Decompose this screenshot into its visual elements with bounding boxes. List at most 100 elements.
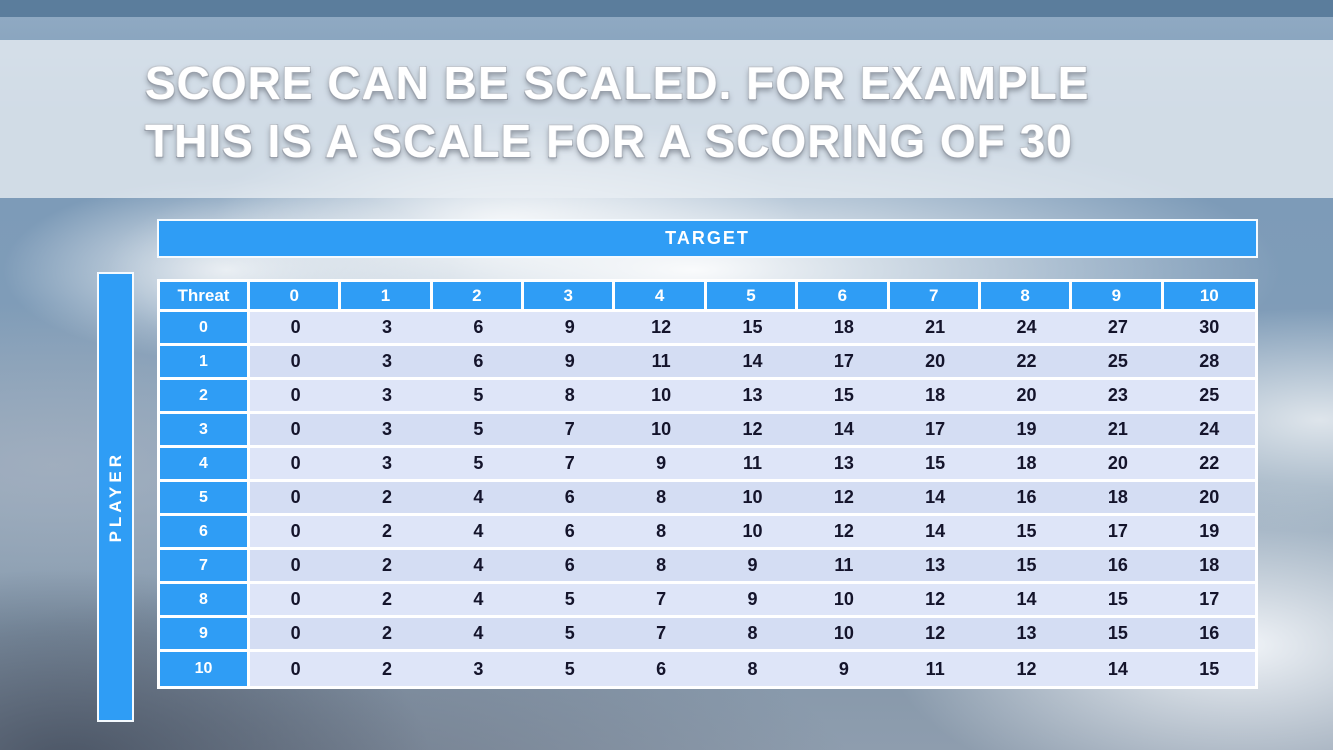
player-row-header-2: 2	[160, 380, 250, 414]
score-cell: 19	[1163, 516, 1255, 550]
score-cell: 10	[615, 414, 707, 448]
score-cell: 12	[889, 618, 981, 652]
score-cell: 14	[706, 346, 799, 380]
score-cell: 6	[615, 652, 707, 686]
score-cell: 16	[980, 482, 1073, 516]
score-cell: 8	[706, 652, 799, 686]
table-row: 8 0 2 4 5 7 9 10 12 14 15 17	[160, 584, 1255, 618]
player-axis-label: PLAYER	[97, 272, 134, 722]
score-cell: 17	[798, 346, 890, 380]
target-col-header-4: 4	[615, 282, 707, 312]
score-cell: 21	[1072, 414, 1164, 448]
score-cell: 14	[1072, 652, 1164, 686]
score-cell: 25	[1163, 380, 1255, 414]
score-cell: 4	[432, 550, 525, 584]
table-row: 10 0 2 3 5 6 8 9 11 12 14 15	[160, 652, 1255, 686]
score-cell: 6	[432, 312, 525, 346]
score-cell: 20	[1072, 448, 1164, 482]
score-cell: 11	[706, 448, 799, 482]
score-cell: 8	[615, 516, 707, 550]
score-cell: 18	[1072, 482, 1164, 516]
score-cell: 10	[706, 516, 799, 550]
target-axis-label: TARGET	[157, 219, 1258, 258]
score-cell: 6	[432, 346, 525, 380]
table-row: 9 0 2 4 5 7 8 10 12 13 15 16	[160, 618, 1255, 652]
score-cell: 3	[341, 312, 433, 346]
score-cell: 13	[706, 380, 799, 414]
score-cell: 4	[432, 618, 525, 652]
player-row-header-6: 6	[160, 516, 250, 550]
score-cell: 12	[615, 312, 707, 346]
score-cell: 20	[1163, 482, 1255, 516]
score-cell: 0	[250, 516, 342, 550]
score-cell: 18	[798, 312, 890, 346]
score-cell: 17	[889, 414, 981, 448]
score-cell: 6	[524, 550, 616, 584]
score-cell: 2	[341, 584, 433, 618]
score-cell: 5	[524, 618, 616, 652]
table-row: 1 0 3 6 9 11 14 17 20 22 25 28	[160, 346, 1255, 380]
table-row: 4 0 3 5 7 9 11 13 15 18 20 22	[160, 448, 1255, 482]
score-cell: 0	[250, 448, 342, 482]
target-col-header-3: 3	[524, 282, 616, 312]
score-cell: 28	[1163, 346, 1255, 380]
score-cell: 0	[250, 346, 342, 380]
slide-title-line-2: THIS IS A SCALE FOR A SCORING OF 30	[145, 115, 1073, 167]
score-cell: 0	[250, 584, 342, 618]
score-cell: 20	[980, 380, 1073, 414]
score-cell: 5	[524, 584, 616, 618]
table-row: 5 0 2 4 6 8 10 12 14 16 18 20	[160, 482, 1255, 516]
score-cell: 18	[980, 448, 1073, 482]
score-cell: 5	[524, 652, 616, 686]
score-cell: 4	[432, 516, 525, 550]
score-cell: 3	[341, 414, 433, 448]
target-col-header-8: 8	[980, 282, 1073, 312]
score-cell: 13	[889, 550, 981, 584]
player-row-header-3: 3	[160, 414, 250, 448]
score-cell: 23	[1072, 380, 1164, 414]
score-cell: 24	[1163, 414, 1255, 448]
score-cell: 2	[341, 652, 433, 686]
target-col-header-6: 6	[798, 282, 890, 312]
score-cell: 14	[980, 584, 1073, 618]
score-cell: 10	[615, 380, 707, 414]
score-cell: 16	[1163, 618, 1255, 652]
score-cell: 8	[615, 550, 707, 584]
score-cell: 0	[250, 312, 342, 346]
slide-title-line-1: SCORE CAN BE SCALED. FOR EXAMPLE	[145, 57, 1090, 109]
score-cell: 3	[341, 448, 433, 482]
score-table: Threat 0 1 2 3 4 5 6 7 8 9 10 0 0 3 6 9 12 15 18 21 24 27 30 1 0…	[157, 279, 1258, 689]
score-cell: 8	[615, 482, 707, 516]
target-axis-text: TARGET	[665, 228, 750, 248]
score-cell: 15	[889, 448, 981, 482]
table-row: 6 0 2 4 6 8 10 12 14 15 17 19	[160, 516, 1255, 550]
score-cell: 2	[341, 516, 433, 550]
player-row-header-7: 7	[160, 550, 250, 584]
score-cell: 0	[250, 550, 342, 584]
score-cell: 16	[1072, 550, 1164, 584]
score-cell: 11	[615, 346, 707, 380]
score-cell: 15	[1163, 652, 1255, 686]
target-col-header-5: 5	[706, 282, 799, 312]
score-cell: 15	[980, 550, 1073, 584]
score-cell: 27	[1072, 312, 1164, 346]
score-cell: 8	[706, 618, 799, 652]
table-row: 7 0 2 4 6 8 9 11 13 15 16 18	[160, 550, 1255, 584]
score-cell: 15	[706, 312, 799, 346]
score-cell: 2	[341, 550, 433, 584]
score-cell: 0	[250, 482, 342, 516]
score-cell: 7	[615, 618, 707, 652]
target-col-header-9: 9	[1072, 282, 1164, 312]
corner-header-threat: Threat	[160, 282, 250, 312]
score-cell: 12	[980, 652, 1073, 686]
score-cell: 4	[432, 584, 525, 618]
table-row: 2 0 3 5 8 10 13 15 18 20 23 25	[160, 380, 1255, 414]
score-cell: 12	[889, 584, 981, 618]
score-cell: 7	[524, 448, 616, 482]
target-col-header-1: 1	[341, 282, 433, 312]
player-row-header-10: 10	[160, 652, 250, 686]
target-col-header-0: 0	[250, 282, 342, 312]
score-cell: 18	[889, 380, 981, 414]
score-cell: 14	[798, 414, 890, 448]
